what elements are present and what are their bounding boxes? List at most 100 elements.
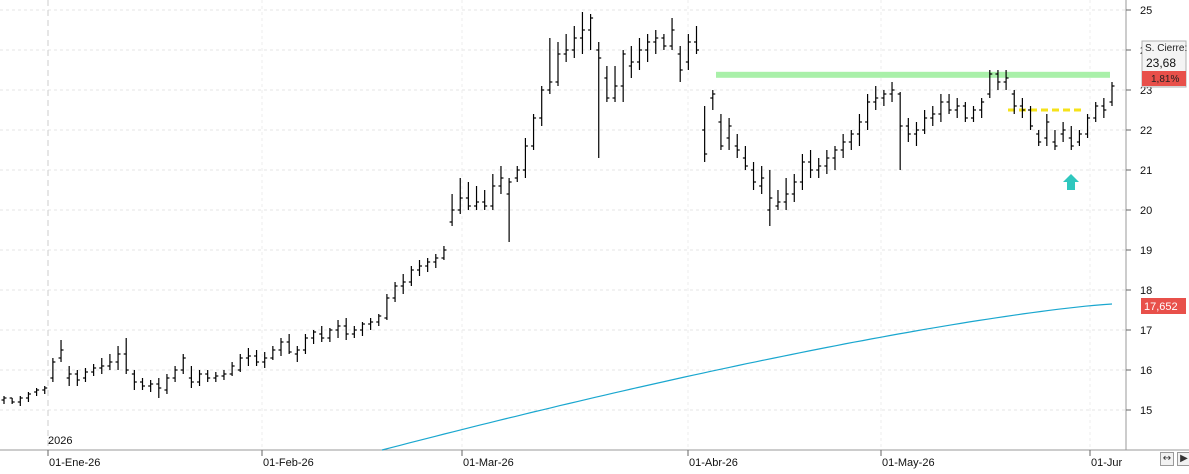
price-bar	[376, 314, 382, 326]
price-bar	[25, 392, 31, 402]
price-bar	[987, 70, 993, 98]
moving-average-value: 17,652	[1144, 301, 1178, 313]
price-bar	[1076, 130, 1082, 146]
price-bar	[710, 90, 716, 110]
price-bar	[604, 66, 610, 102]
scroll-left-button[interactable]: ↔	[1160, 452, 1174, 466]
price-bar	[417, 260, 422, 276]
price-bar	[799, 154, 805, 190]
scroll-right-button[interactable]: ▶	[1177, 452, 1189, 466]
price-bar	[734, 134, 740, 158]
price-bar	[343, 318, 349, 340]
price-bar	[1068, 126, 1074, 150]
price-bar	[58, 340, 64, 362]
y-tick-label: 20	[1140, 205, 1152, 217]
price-bar	[685, 34, 691, 70]
price-bar	[995, 70, 1001, 90]
price-bar	[979, 98, 985, 118]
price-bar	[620, 50, 626, 102]
price-bar	[1028, 106, 1034, 130]
price-bar	[34, 388, 40, 396]
price-bar	[522, 138, 528, 178]
price-bar	[702, 106, 708, 162]
price-bar	[270, 346, 276, 360]
price-bar	[596, 42, 602, 158]
y-tick-label: 22	[1140, 125, 1152, 137]
price-bar	[718, 114, 724, 150]
price-bar	[123, 338, 129, 374]
price-bar	[922, 110, 928, 134]
price-bar	[91, 364, 97, 376]
moving-average	[381, 303, 1113, 451]
price-bar	[1085, 114, 1091, 138]
price-bar	[694, 26, 699, 54]
price-bar	[262, 352, 268, 368]
y-tick-label: 19	[1140, 245, 1152, 257]
price-bar	[669, 18, 675, 50]
price-bar	[1036, 130, 1042, 146]
price-bar	[645, 34, 651, 62]
price-bar	[571, 26, 577, 58]
price-bar	[873, 86, 879, 110]
close-price-change: 1,81%	[1151, 74, 1179, 85]
price-bar	[636, 38, 642, 70]
price-bar	[229, 362, 235, 376]
price-bar	[245, 348, 251, 366]
x-tick-label: 01-Feb-26	[263, 457, 314, 469]
price-bar	[848, 130, 854, 150]
price-bar	[759, 166, 765, 194]
price-bar	[1011, 90, 1017, 114]
y-tick-label: 16	[1140, 365, 1152, 377]
price-bar	[50, 358, 56, 382]
price-bar	[188, 366, 194, 388]
price-bar	[498, 166, 504, 194]
price-bar	[946, 94, 952, 114]
price-bar	[457, 178, 463, 214]
close-price-badge: S. Cierre: 23,68 1,81%	[1141, 40, 1187, 88]
price-bar	[164, 374, 170, 394]
x-tick-label: 01-Jur	[1091, 457, 1123, 469]
price-bar	[17, 396, 23, 406]
price-bar	[156, 378, 162, 398]
price-bar	[335, 320, 341, 338]
close-price-value: 23,68	[1146, 56, 1176, 70]
price-bar	[107, 354, 113, 370]
price-bar	[962, 102, 968, 122]
price-bar	[368, 318, 374, 330]
price-bar	[351, 326, 357, 338]
price-bar	[205, 370, 211, 382]
up-arrow-icon	[1063, 174, 1079, 190]
price-bar	[482, 190, 488, 210]
price-bar	[612, 66, 618, 102]
price-bar	[889, 82, 895, 102]
price-bar	[474, 186, 480, 210]
price-bar	[1052, 130, 1058, 150]
y-tick-label: 23	[1140, 85, 1152, 97]
price-bar	[99, 358, 105, 374]
price-bar	[742, 146, 748, 170]
price-bar	[1101, 98, 1107, 118]
price-bar	[1044, 114, 1050, 146]
price-bar	[808, 150, 814, 178]
price-bar	[938, 94, 944, 122]
x-tick-label: 01-May-26	[882, 457, 935, 469]
price-bar	[1003, 70, 1009, 90]
price-bar	[359, 322, 365, 336]
price-bar	[294, 346, 300, 362]
price-bar	[1019, 98, 1025, 118]
y-tick-label: 15	[1140, 405, 1152, 417]
price-bar	[661, 34, 667, 50]
price-bar	[441, 246, 447, 260]
price-bar	[384, 294, 390, 320]
close-price-label: S. Cierre:	[1145, 43, 1187, 54]
price-bar	[66, 366, 72, 386]
price-bar	[254, 350, 260, 366]
x-tick-label: 01-Abr-26	[689, 457, 738, 469]
price-bar	[148, 380, 154, 392]
price-bar	[131, 370, 137, 390]
price-bar	[1, 396, 7, 404]
price-bar	[751, 162, 757, 190]
year-label: 2026	[48, 435, 72, 447]
price-bar	[954, 98, 960, 118]
